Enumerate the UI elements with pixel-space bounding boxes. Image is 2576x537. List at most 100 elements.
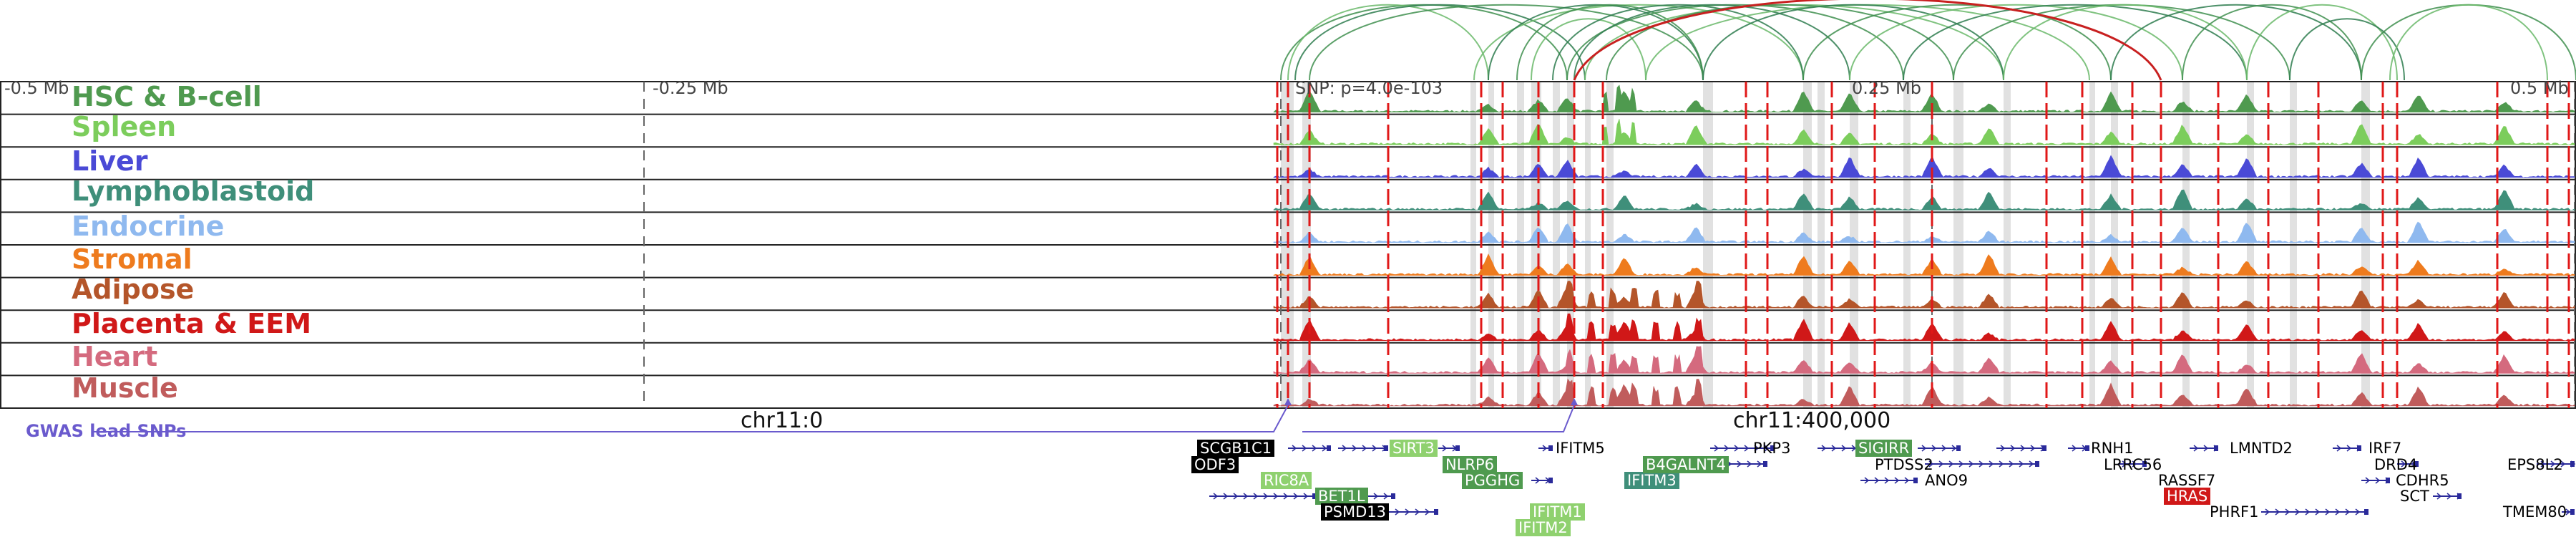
- gene-pkp3: PKP3: [1753, 440, 1791, 457]
- gene-exon: [1391, 493, 1395, 499]
- gene-tmem80: TMEM80: [2503, 503, 2567, 521]
- gene-strand-arrow: [1951, 445, 1957, 452]
- gwas-connector-2: [1302, 405, 1575, 432]
- gwas-marker: [1571, 398, 1578, 405]
- signal-track-8: [1273, 346, 2575, 374]
- gene-lmntd2: LMNTD2: [2230, 440, 2293, 457]
- chromatin-loop-arc: [1287, 4, 1489, 81]
- gene-strand-arrow: [1383, 493, 1389, 500]
- gene-strand-arrow: [2550, 460, 2556, 468]
- signal-track-7: [1273, 313, 2575, 342]
- track-label-liver: Liver: [72, 145, 148, 177]
- chromatin-loop-arc: [2246, 4, 2398, 81]
- gene-phrf1: PHRF1: [2210, 503, 2259, 521]
- gene-strand-arrow: [1362, 445, 1367, 452]
- gene-exon: [1327, 445, 1331, 451]
- chr-label-0: chr11:0: [741, 408, 824, 433]
- gene-exon: [2214, 445, 2218, 451]
- gene-strand-arrow: [2275, 508, 2280, 516]
- gene-strand-arrow: [2375, 477, 2381, 484]
- gene-strand-arrow: [1283, 493, 1289, 500]
- gene-strand-arrow: [1747, 460, 1752, 468]
- gene-sigirr: SIGIRR: [1855, 440, 1913, 457]
- gene-exon: [1434, 509, 1438, 515]
- chromatin-loop-arc: [1574, 4, 1850, 81]
- track-label-stromal: Stromal: [72, 243, 192, 275]
- gene-exon: [1384, 445, 1388, 451]
- gene-strand-arrow: [1373, 493, 1379, 500]
- gwas-lead-snps-label: GWAS lead SNPs: [26, 421, 187, 441]
- gene-strand-arrow: [2019, 460, 2024, 468]
- gene-drd4: DRD4: [2374, 456, 2418, 473]
- signal-track-6: [1273, 281, 2575, 309]
- chromatin-loop-arc: [2003, 4, 2248, 81]
- gene-b4galnt4: B4GALNT4: [1643, 456, 1729, 473]
- chr-label-400000: chr11:400,000: [1733, 408, 1891, 433]
- gene-strand-arrow: [1921, 445, 1927, 452]
- gene-strand-arrow: [1233, 493, 1239, 500]
- signal-track-2: [1273, 155, 2575, 178]
- gene-exon: [1763, 461, 1767, 467]
- gene-strand-arrow: [1302, 445, 1307, 452]
- gene-strand-arrow: [2009, 460, 2014, 468]
- gene-pgghg: PGGHG: [1462, 472, 1523, 489]
- ruler-q1-label: -0.25 Mb: [653, 78, 728, 98]
- gene-strand-arrow: [2020, 445, 2026, 452]
- gene-strand-arrow: [2030, 445, 2036, 452]
- gene-ifitm1: IFITM1: [1530, 503, 1585, 521]
- gene-strand-arrow: [2029, 460, 2034, 468]
- chromatin-loop-arc: [1702, 4, 2004, 81]
- gene-strand-arrow: [1999, 460, 2004, 468]
- gene-exon: [2042, 445, 2046, 451]
- gene-exon: [2570, 509, 2575, 515]
- gene-ifitm3: IFITM3: [1624, 472, 1679, 489]
- gene-strand-arrow: [1979, 460, 1984, 468]
- signal-track-1: [1273, 119, 2575, 145]
- gene-strand-arrow: [1535, 477, 1541, 484]
- gene-strand-arrow: [1303, 493, 1309, 500]
- gene-strand-arrow: [2335, 508, 2341, 516]
- chromatin-loop-arc: [1606, 4, 1954, 81]
- gene-ptdss2: PTDSS2: [1875, 456, 1933, 473]
- gene-ifitm2: IFITM2: [1516, 519, 1571, 536]
- gene-exon: [1913, 478, 1918, 483]
- track-label-spleen: Spleen: [72, 111, 177, 142]
- chromatin-loop-arc: [1516, 4, 1704, 81]
- gene-strand-arrow: [1372, 445, 1377, 452]
- gene-strand-arrow: [2010, 445, 2016, 452]
- gene-strand-arrow: [2295, 508, 2301, 516]
- gene-scgb1c1: SCGB1C1: [1197, 440, 1275, 457]
- track-label-muscle: Muscle: [72, 372, 178, 404]
- gene-strand-arrow: [1884, 477, 1890, 484]
- gene-exon: [2386, 478, 2390, 483]
- gene-strand-arrow: [2346, 445, 2352, 452]
- ruler-snp-label: SNP: p=4.0e-103: [1295, 78, 1443, 98]
- gene-strand-arrow: [1948, 460, 1954, 468]
- gene-strand-arrow: [1754, 445, 1760, 452]
- signal-track-9: [1273, 378, 2575, 407]
- gene-ano9: ANO9: [1925, 472, 1968, 489]
- chromatin-loop-arc: [2289, 18, 2405, 81]
- gene-strand-arrow: [1312, 445, 1317, 452]
- chromatin-loop-arc: [1552, 4, 1804, 81]
- track-label-adipose: Adipose: [72, 274, 195, 305]
- gene-strand-arrow: [1989, 460, 1994, 468]
- chromatin-loop-arc: [1645, 4, 2090, 81]
- gene-strand-arrow: [1841, 445, 1847, 452]
- gene-exon: [1956, 445, 1961, 451]
- gene-strand-arrow: [2365, 477, 2371, 484]
- gene-strand-arrow: [1968, 460, 1974, 468]
- highlighted-loop-arc: [1573, 0, 2162, 81]
- gene-exon: [2570, 461, 2575, 467]
- gene-strand-arrow: [2193, 445, 2199, 452]
- gene-strand-arrow: [2305, 508, 2311, 516]
- gene-strand-arrow: [2345, 508, 2351, 516]
- chromatin-loop-arc: [1531, 18, 1646, 81]
- gene-sct: SCT: [2400, 488, 2429, 505]
- gene-strand-arrow: [2265, 508, 2270, 516]
- gene-strand-arrow: [1744, 445, 1750, 452]
- gene-exon: [1548, 478, 1553, 483]
- gene-exon: [2414, 461, 2419, 467]
- gene-strand-arrow: [1904, 477, 1910, 484]
